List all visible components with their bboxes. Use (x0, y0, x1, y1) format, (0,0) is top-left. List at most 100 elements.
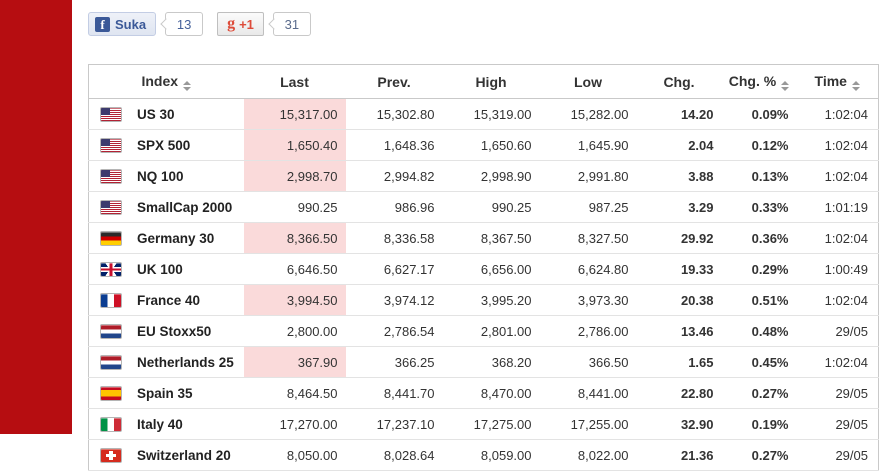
index-name[interactable]: SmallCap 2000 (137, 199, 233, 215)
last-cell: 8,464.50 (243, 377, 346, 409)
bubble-tail-icon (268, 18, 280, 30)
high-cell: 15,319.00 (442, 98, 540, 130)
column-header-chg-pct[interactable]: Chg. % (721, 64, 797, 99)
table-row[interactable]: UK 100 6,646.50 6,627.17 6,656.00 6,624.… (88, 253, 879, 285)
google-plus-one-widget: g +1 31 (217, 12, 311, 36)
index-name[interactable]: Germany 30 (137, 230, 215, 246)
low-cell: 6,624.80 (539, 253, 637, 285)
prev-cell: 8,028.64 (345, 439, 443, 471)
table-row[interactable]: Germany 30 8,366.50 8,336.58 8,367.50 8,… (88, 222, 879, 254)
column-header-time[interactable]: Time (796, 64, 879, 99)
table-row[interactable]: US 30 15,317.00 15,302.80 15,319.00 15,2… (88, 98, 879, 130)
chg-cell: 22.80 (636, 377, 722, 409)
prev-cell: 986.96 (345, 191, 443, 223)
facebook-like-button[interactable]: f Suka (88, 12, 157, 36)
chg-pct-cell: 0.27% (721, 439, 797, 471)
last-cell: 3,994.50 (243, 284, 346, 316)
google-plus-one-button[interactable]: g +1 (217, 12, 264, 36)
table-row[interactable]: NQ 100 2,998.70 2,994.82 2,998.90 2,991.… (88, 160, 879, 192)
table-row[interactable]: France 40 3,994.50 3,974.12 3,995.20 3,9… (88, 284, 879, 316)
high-cell: 6,656.00 (442, 253, 540, 285)
prev-cell: 2,994.82 (345, 160, 443, 192)
index-name[interactable]: UK 100 (137, 261, 183, 277)
chg-cell: 3.29 (636, 191, 722, 223)
prev-cell: 17,237.10 (345, 408, 443, 440)
low-cell: 17,255.00 (539, 408, 637, 440)
time-cell: 1:02:04 (796, 129, 879, 161)
flag-icon (100, 385, 122, 401)
table-row[interactable]: Netherlands 25 367.90 366.25 368.20 366.… (88, 346, 879, 378)
index-name[interactable]: SPX 500 (137, 137, 191, 153)
time-cell: 1:02:04 (796, 98, 879, 130)
time-cell: 1:01:19 (796, 191, 879, 223)
flag-icon (100, 292, 122, 308)
flag-icon (100, 168, 122, 184)
index-name[interactable]: EU Stoxx50 (137, 323, 212, 339)
social-buttons-bar: f Suka 13 g +1 31 (88, 12, 311, 36)
high-cell: 368.20 (442, 346, 540, 378)
last-cell: 15,317.00 (243, 98, 346, 130)
low-cell: 3,973.30 (539, 284, 637, 316)
sort-icon (183, 80, 192, 91)
chg-pct-cell: 0.09% (721, 98, 797, 130)
table-row[interactable]: SPX 500 1,650.40 1,648.36 1,650.60 1,645… (88, 129, 879, 161)
low-cell: 2,991.80 (539, 160, 637, 192)
column-header-chg[interactable]: Chg. (636, 64, 722, 99)
google-g-icon: g (227, 15, 236, 32)
time-cell: 1:02:04 (796, 160, 879, 192)
google-plus-one-count-value: 31 (284, 16, 300, 32)
index-name[interactable]: Netherlands 25 (137, 354, 234, 370)
last-cell: 8,366.50 (243, 222, 346, 254)
low-cell: 8,441.00 (539, 377, 637, 409)
sort-icon (781, 80, 790, 91)
low-cell: 2,786.00 (539, 315, 637, 347)
chg-cell: 32.90 (636, 408, 722, 440)
flag-icon (100, 230, 122, 246)
last-cell: 2,998.70 (243, 160, 346, 192)
chg-cell: 3.88 (636, 160, 722, 192)
indices-table: Index Last Prev. High Low Chg. Chg. % Ti… (88, 64, 879, 471)
index-name[interactable]: Italy 40 (137, 416, 183, 432)
index-name[interactable]: NQ 100 (137, 168, 184, 184)
prev-cell: 15,302.80 (345, 98, 443, 130)
chg-pct-cell: 0.19% (721, 408, 797, 440)
high-cell: 2,801.00 (442, 315, 540, 347)
high-cell: 8,367.50 (442, 222, 540, 254)
column-header-high[interactable]: High (442, 64, 540, 99)
last-cell: 8,050.00 (243, 439, 346, 471)
chg-cell: 1.65 (636, 346, 722, 378)
column-header-index[interactable]: Index (88, 64, 244, 99)
prev-cell: 3,974.12 (345, 284, 443, 316)
column-header-last[interactable]: Last (243, 64, 346, 99)
last-cell: 1,650.40 (243, 129, 346, 161)
table-row[interactable]: Switzerland 20 8,050.00 8,028.64 8,059.0… (88, 439, 879, 471)
low-cell: 987.25 (539, 191, 637, 223)
time-cell: 29/05 (796, 408, 879, 440)
column-header-low[interactable]: Low (539, 64, 637, 99)
chg-pct-cell: 0.13% (721, 160, 797, 192)
index-name[interactable]: US 30 (137, 106, 175, 122)
table-row[interactable]: Spain 35 8,464.50 8,441.70 8,470.00 8,44… (88, 377, 879, 409)
chg-pct-cell: 0.12% (721, 129, 797, 161)
high-cell: 8,059.00 (442, 439, 540, 471)
chg-cell: 21.36 (636, 439, 722, 471)
last-cell: 990.25 (243, 191, 346, 223)
flag-icon (100, 323, 122, 339)
table-row[interactable]: Italy 40 17,270.00 17,237.10 17,275.00 1… (88, 408, 879, 440)
index-name[interactable]: France 40 (137, 292, 201, 308)
table-row[interactable]: SmallCap 2000 990.25 986.96 990.25 987.2… (88, 191, 879, 223)
index-name[interactable]: Spain 35 (137, 385, 193, 401)
time-cell: 29/05 (796, 377, 879, 409)
index-name[interactable]: Switzerland 20 (137, 447, 231, 463)
flag-icon (100, 447, 122, 463)
time-cell: 29/05 (796, 439, 879, 471)
chg-cell: 2.04 (636, 129, 722, 161)
google-plus-one-label: +1 (239, 16, 254, 32)
time-cell: 1:02:04 (796, 222, 879, 254)
table-row[interactable]: EU Stoxx50 2,800.00 2,786.54 2,801.00 2,… (88, 315, 879, 347)
high-cell: 990.25 (442, 191, 540, 223)
column-header-prev[interactable]: Prev. (345, 64, 443, 99)
flag-icon (100, 354, 122, 370)
google-plus-one-count: 31 (268, 12, 311, 36)
facebook-like-count: 13 (160, 12, 204, 36)
